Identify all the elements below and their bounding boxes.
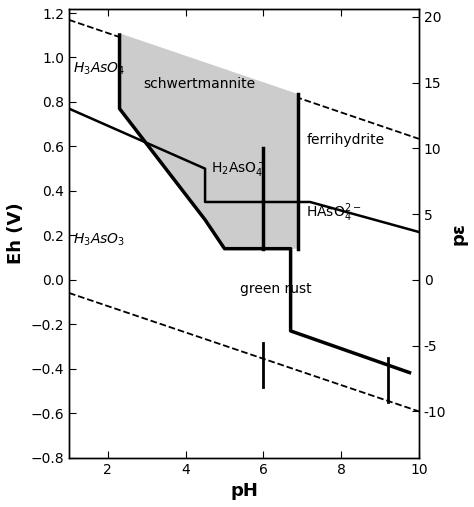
Text: H$_3$AsO$_3$: H$_3$AsO$_3$ [73, 232, 125, 248]
Text: H$_2$AsO$_4^-$: H$_2$AsO$_4^-$ [211, 160, 267, 177]
X-axis label: pH: pH [230, 482, 258, 500]
Y-axis label: pε: pε [449, 222, 467, 244]
Text: HAsO$_4^{2-}$: HAsO$_4^{2-}$ [306, 202, 362, 225]
Text: green rust: green rust [240, 282, 312, 296]
Text: ferrihydrite: ferrihydrite [306, 133, 384, 147]
Y-axis label: Eh (V): Eh (V) [7, 202, 25, 264]
Text: H$_3$AsO$_4$: H$_3$AsO$_4$ [73, 60, 125, 77]
Polygon shape [119, 33, 299, 248]
Text: schwertmannite: schwertmannite [143, 77, 255, 91]
